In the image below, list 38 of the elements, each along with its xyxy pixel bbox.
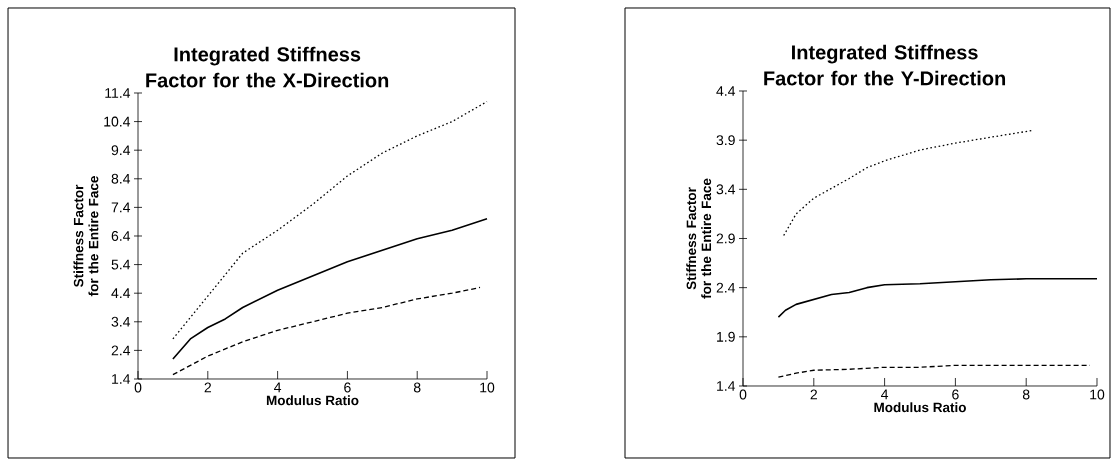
- y-tick-label: 8.4: [111, 173, 131, 184]
- y-tick-label: 7.4: [111, 202, 131, 213]
- y-axis-title: Stiffness Factor for the Entire Face: [686, 178, 712, 299]
- x-tick-label: 10: [480, 382, 495, 393]
- y-tick-label: 5.4: [111, 259, 131, 270]
- y-tick-label: 2.4: [111, 345, 131, 356]
- y-tick-label: 6.4: [111, 231, 131, 241]
- y-tick-label: 11.4: [105, 88, 131, 98]
- x-axis-title: Modulus Ratio: [874, 402, 966, 413]
- y-tick-label: 3.4: [716, 184, 736, 195]
- chart-title: Integrated Stiffness Factor for the Y-Direction: [764, 44, 1006, 86]
- x-tick-label: 8: [1022, 389, 1030, 400]
- x-tick-label: 6: [952, 389, 959, 400]
- x-tick-label: 10: [1090, 389, 1105, 400]
- y-tick-label: 9.4: [111, 145, 131, 156]
- y-tick-label: 4.4: [111, 288, 131, 298]
- x-tick-label: 0: [134, 382, 142, 393]
- x-tick-label: 4: [881, 389, 889, 400]
- x-tick-label: 2: [810, 389, 817, 400]
- y-tick-label: 10.4: [104, 116, 131, 127]
- y-tick-label: 4.4: [716, 86, 736, 96]
- x-tick-label: 0: [739, 389, 747, 400]
- y-tick-label: 2.9: [716, 233, 735, 244]
- y-tick-label: 1.9: [717, 331, 735, 342]
- y-tick-label: 3.9: [716, 135, 735, 146]
- x-tick-label: 8: [413, 382, 421, 393]
- y-axis-title: Stiffness Factor for the Entire Face: [73, 176, 99, 297]
- y-tick-label: 2.4: [716, 282, 736, 293]
- chart-title: Integrated Stiffness Factor for the X-Direction: [146, 46, 389, 88]
- x-tick-label: 2: [204, 382, 212, 393]
- y-tick-label: 3.4: [111, 316, 131, 327]
- line-series: [783, 129, 1034, 237]
- x-tick-label: 4: [274, 382, 282, 393]
- y-tick-label: 1.4: [717, 381, 736, 391]
- y-tick-label: 1.4: [112, 374, 131, 384]
- x-axis-title: Modulus Ratio: [266, 395, 359, 406]
- x-tick-label: 6: [344, 382, 351, 393]
- line-series: [172, 100, 488, 340]
